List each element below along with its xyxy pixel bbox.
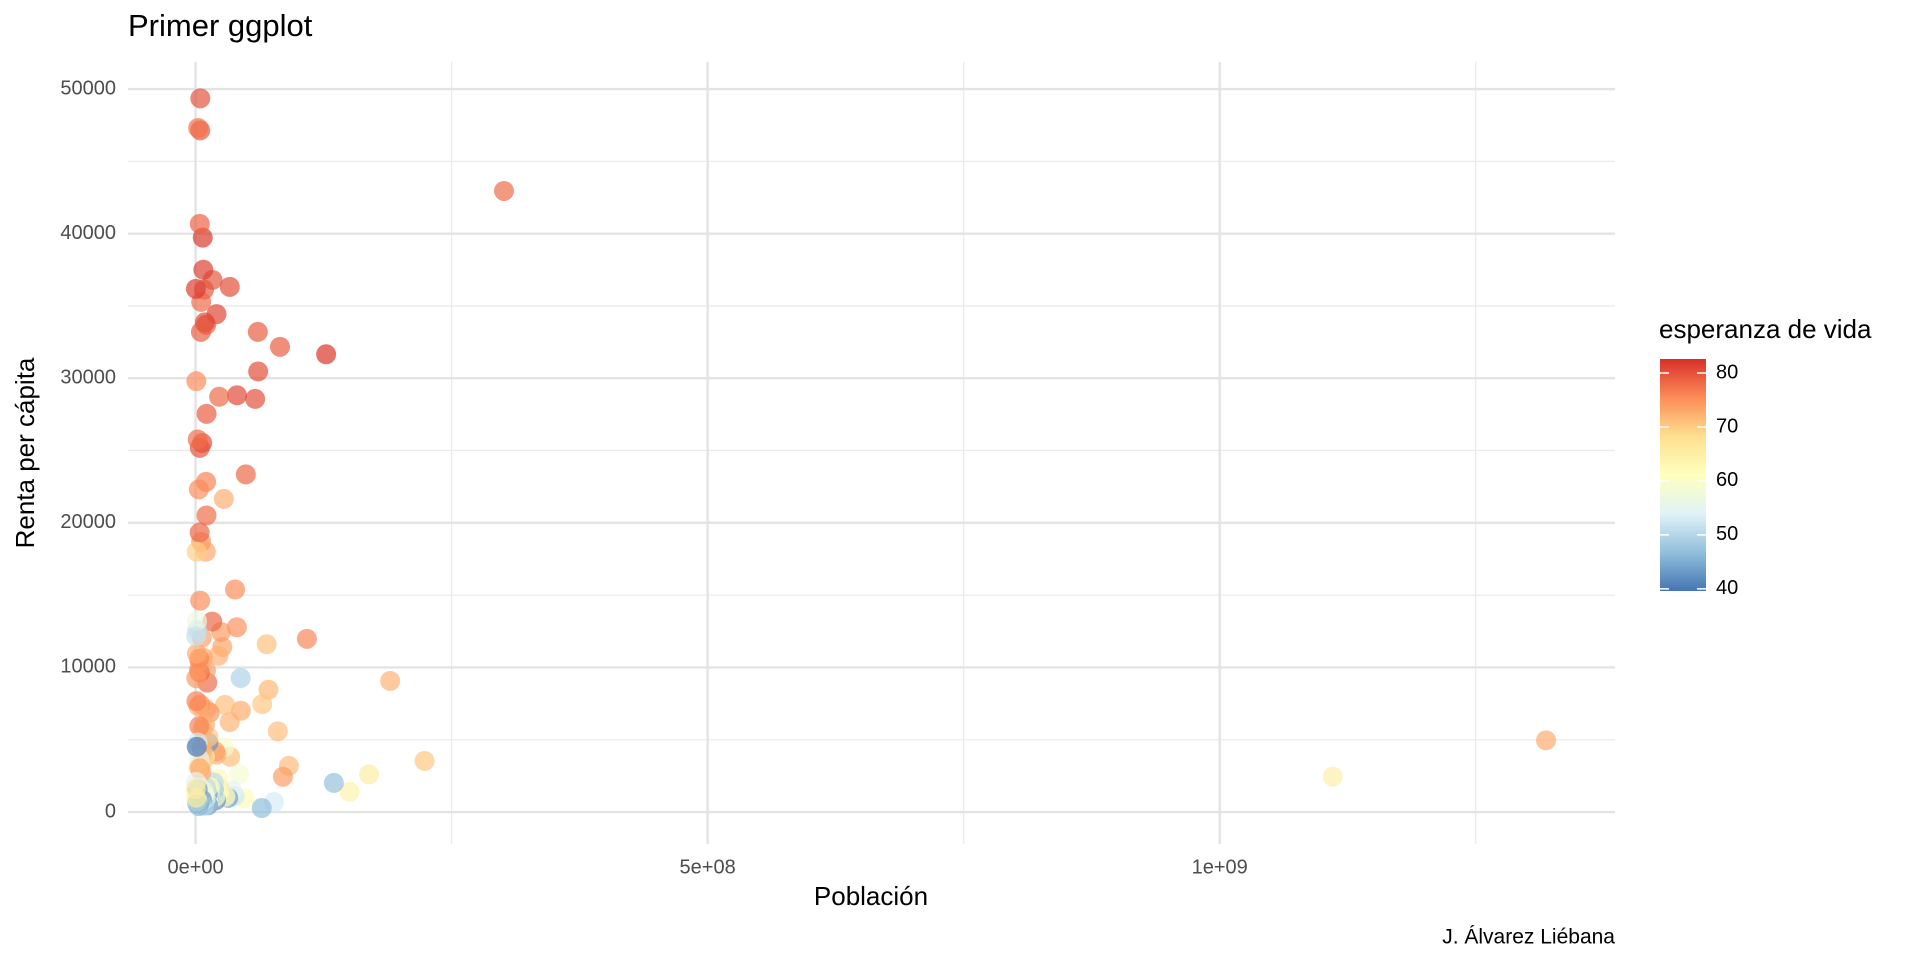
point xyxy=(339,781,360,802)
x-tick-label: 1e+09 xyxy=(1192,856,1248,878)
y-tick-label: 0 xyxy=(105,800,116,822)
point xyxy=(209,386,230,407)
point xyxy=(187,429,208,450)
point xyxy=(235,464,256,485)
point xyxy=(202,611,223,632)
point xyxy=(272,766,293,787)
point xyxy=(196,505,217,526)
point xyxy=(186,626,207,647)
point xyxy=(380,670,401,691)
point xyxy=(225,579,246,600)
point xyxy=(186,691,207,712)
point xyxy=(267,721,288,742)
y-tick-label: 20000 xyxy=(60,511,116,533)
point xyxy=(1536,730,1557,751)
point xyxy=(186,643,207,664)
point xyxy=(227,385,248,406)
point xyxy=(245,388,266,409)
point xyxy=(186,736,207,757)
y-tick-label: 50000 xyxy=(60,77,116,99)
point xyxy=(193,259,214,280)
grid xyxy=(128,62,1615,844)
point xyxy=(186,371,207,392)
point xyxy=(189,522,210,543)
point xyxy=(251,798,272,819)
point xyxy=(228,764,249,785)
point xyxy=(190,590,211,611)
point xyxy=(188,479,209,500)
chart-title: Primer ggplot xyxy=(128,8,313,43)
point xyxy=(189,213,210,234)
point xyxy=(358,764,379,785)
point xyxy=(185,278,206,299)
legend-label: 80 xyxy=(1716,361,1738,383)
point xyxy=(188,117,209,138)
y-tick-label: 10000 xyxy=(60,656,116,678)
point xyxy=(190,88,211,109)
y-tick-label: 40000 xyxy=(60,222,116,244)
point xyxy=(213,488,234,509)
point xyxy=(219,276,240,297)
point xyxy=(247,321,268,342)
point xyxy=(256,634,277,655)
point xyxy=(493,180,514,201)
point xyxy=(190,321,211,342)
caption: J. Álvarez Liébana xyxy=(1442,926,1615,949)
y-axis-title: Renta per cápita xyxy=(10,357,40,548)
x-tick-label: 5e+08 xyxy=(680,856,736,878)
x-tick-label: 0e+00 xyxy=(168,856,224,878)
point xyxy=(226,617,247,638)
point xyxy=(230,667,251,688)
point xyxy=(316,344,337,365)
point xyxy=(196,403,217,424)
legend-label: 60 xyxy=(1716,469,1738,491)
point xyxy=(186,668,207,689)
y-tick-label: 30000 xyxy=(60,367,116,389)
point xyxy=(414,750,435,771)
point xyxy=(219,712,240,733)
point xyxy=(189,716,210,737)
legend-title: esperanza de vida xyxy=(1659,314,1872,344)
legend-label: 70 xyxy=(1716,415,1738,437)
x-axis-title: Población xyxy=(814,881,928,911)
legend-label: 50 xyxy=(1716,523,1738,545)
points xyxy=(185,88,1557,819)
point xyxy=(187,611,208,632)
point xyxy=(248,361,269,382)
point xyxy=(185,778,206,799)
point xyxy=(208,645,229,666)
point xyxy=(1322,766,1343,787)
point xyxy=(296,628,317,649)
point xyxy=(323,772,344,793)
legend-label: 40 xyxy=(1716,577,1738,599)
point xyxy=(186,541,207,562)
colorbar xyxy=(1660,359,1706,591)
point xyxy=(252,694,273,715)
point xyxy=(214,694,235,715)
point xyxy=(269,336,290,357)
